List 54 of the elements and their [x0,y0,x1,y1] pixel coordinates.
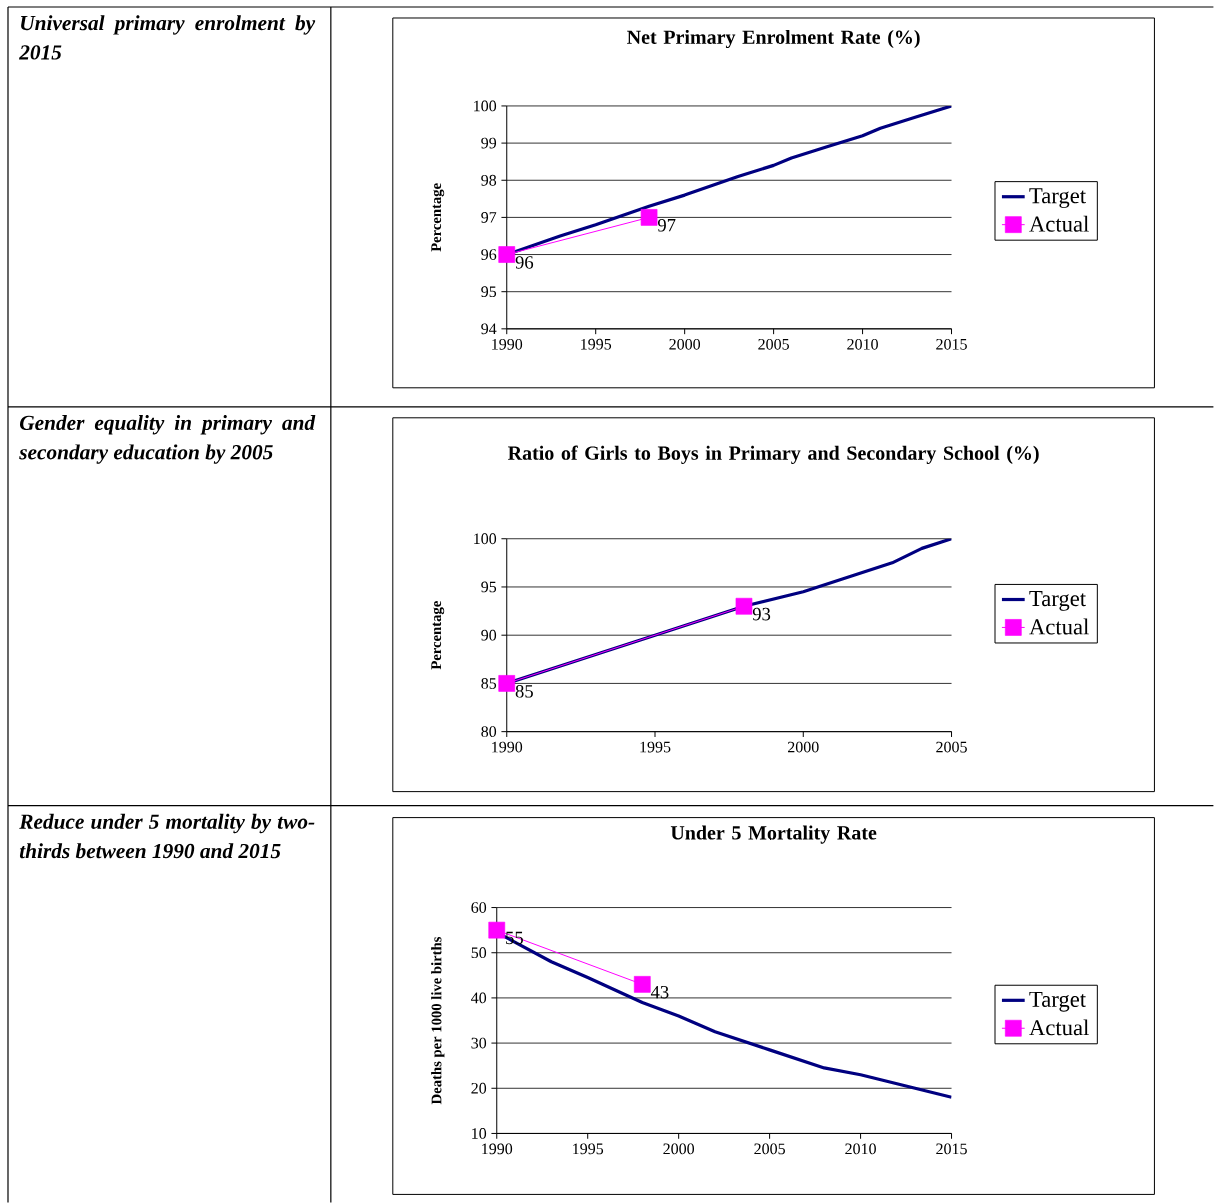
x-tick-label: 2005 [936,741,967,753]
y-tick-label: 98 [481,174,497,186]
y-tick-label: 80 [481,726,497,738]
y-tick-label: 20 [471,1082,487,1094]
x-tick-label: 2000 [669,338,701,350]
data-label: 43 [650,985,669,999]
chart-title: Net Primary Enrolment Rate (%) [627,29,920,49]
y-tick-label: 30 [471,1037,487,1049]
x-tick-label: 2005 [758,338,789,350]
y-axis-title: Deaths per 1000 live births [431,936,445,1105]
x-tick-label: 2015 [936,338,967,350]
x-tick-label: 2005 [754,1143,785,1155]
chart-title: Ratio of Girls to Boys in Primary and Secondary School (%) [507,445,1039,464]
data-label: 85 [515,685,533,698]
y-tick-label: 96 [481,249,497,260]
legend-label: Actual [1029,618,1089,635]
y-tick-label: 100 [474,100,497,112]
y-tick-label: 10 [472,1128,487,1139]
x-tick-label: 1990 [492,338,523,350]
y-tick-label: 40 [471,992,487,1004]
text: Universal primary enrolment by 2015 [19,15,316,60]
y-tick-label: 95 [481,581,497,593]
legend-label: Actual [1029,1019,1089,1036]
x-tick-label: 2015 [936,1143,967,1155]
y-axis-title: Percentage [431,183,445,252]
legend-label: Actual [1029,215,1089,232]
x-tick-label: 2010 [845,1143,876,1155]
legend-label: Target [1029,188,1086,209]
x-tick-label: 1990 [492,741,523,753]
y-tick-label: 50 [471,947,487,959]
x-tick-label: 2000 [787,741,819,753]
chart-title: Under 5 Mortality Rate [670,825,877,844]
y-axis-title: Percentage [431,601,445,670]
y-tick-label: 100 [474,533,497,545]
data-label: 97 [657,219,676,232]
y-tick-label: 95 [481,286,497,298]
x-tick-label: 1995 [581,338,612,350]
x-tick-label: 1995 [640,741,671,753]
y-tick-label: 94 [481,323,497,335]
y-tick-label: 97 [481,212,497,223]
y-tick-label: 85 [481,678,497,689]
x-tick-label: 2000 [663,1143,695,1155]
x-tick-label: 1995 [573,1143,604,1155]
text: Gender equality in primary and secondary education by 2005 [19,415,316,464]
data-label: 96 [515,256,534,269]
data-label: 93 [752,607,771,621]
x-tick-label: 1990 [482,1143,513,1155]
text: Reduce under 5 mortality by two-thirds between 1990 and 2015 [19,813,315,859]
y-tick-label: 99 [481,137,497,149]
legend-label: Target [1029,991,1086,1012]
x-tick-label: 2010 [847,338,878,350]
y-tick-label: 90 [481,629,497,641]
y-tick-label: 60 [471,902,487,913]
legend-label: Target [1029,591,1086,611]
